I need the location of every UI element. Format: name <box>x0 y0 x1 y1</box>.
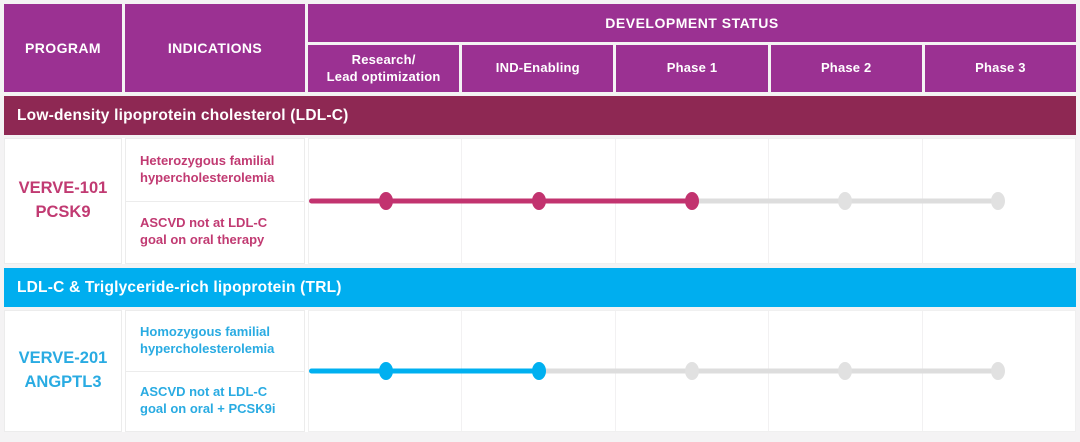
indications-column: Homozygous familial hypercholesterolemia… <box>125 310 305 432</box>
phase-header-ind-enabling: IND-Enabling <box>462 45 614 92</box>
indication-cell: Heterozygous familial hypercholesterolem… <box>125 138 305 202</box>
phase-header-research: Research/ Lead optimization <box>308 45 460 92</box>
timeline-verve-201 <box>308 310 1076 432</box>
timeline-dot-active <box>531 192 546 210</box>
header-row: PROGRAM INDICATIONS DEVELOPMENT STATUS R… <box>4 4 1077 92</box>
phase-header-phase-3: Phase 3 <box>924 45 1077 92</box>
timeline-dot-inactive <box>685 362 699 380</box>
program-cell: VERVE-201 ANGPTL3 <box>4 310 122 432</box>
phase-header-phase-2: Phase 2 <box>770 45 922 92</box>
timeline-active-line <box>309 368 539 374</box>
program-header-cell: PROGRAM <box>4 4 122 92</box>
phase-header-phase-1: Phase 1 <box>616 45 768 92</box>
timeline-dot-inactive <box>838 192 853 210</box>
timeline-dot-inactive <box>991 362 1006 380</box>
indications-column: Heterozygous familial hypercholesterolem… <box>125 138 305 264</box>
program-target: PCSK9 <box>35 203 91 221</box>
program-name: VERVE-201 <box>18 349 108 368</box>
timeline-dot-inactive <box>991 192 1006 210</box>
timeline-dot-active <box>378 362 393 380</box>
development-status-header: DEVELOPMENT STATUS <box>308 4 1076 42</box>
timeline-active-line <box>309 198 692 204</box>
timeline-verve-101 <box>308 138 1076 264</box>
section-band-trl: LDL-C & Triglyceride-rich lipoprotein (T… <box>4 268 1076 307</box>
section-band-ldlc: Low-density lipoprotein cholesterol (LDL… <box>4 96 1076 135</box>
program-cell: VERVE-101 PCSK9 <box>4 138 122 264</box>
timeline-inactive-line <box>538 368 999 374</box>
timeline-dot-inactive <box>838 362 853 380</box>
pipeline-table: PROGRAM INDICATIONS DEVELOPMENT STATUS R… <box>4 4 1077 432</box>
timeline-dot-active <box>378 192 393 210</box>
program-name: VERVE-101 <box>18 179 108 198</box>
timeline-dot-active <box>685 192 699 210</box>
indication-cell: ASCVD not at LDL-C goal on oral + PCSK9i <box>125 371 305 432</box>
phase-header-row: Research/ Lead optimization IND-Enabling… <box>308 45 1077 92</box>
indication-cell: ASCVD not at LDL-C goal on oral therapy <box>125 201 305 264</box>
program-target: ANGPTL3 <box>24 373 102 391</box>
program-row-verve-101: VERVE-101 PCSK9 Heterozygous familial hy… <box>4 138 1076 264</box>
development-status-group: DEVELOPMENT STATUS Research/ Lead optimi… <box>308 4 1077 92</box>
timeline-dot-active <box>531 362 546 380</box>
indications-header-cell: INDICATIONS <box>125 4 305 92</box>
program-row-verve-201: VERVE-201 ANGPTL3 Homozygous familial hy… <box>4 310 1076 432</box>
indication-cell: Homozygous familial hypercholesterolemia <box>125 310 305 372</box>
